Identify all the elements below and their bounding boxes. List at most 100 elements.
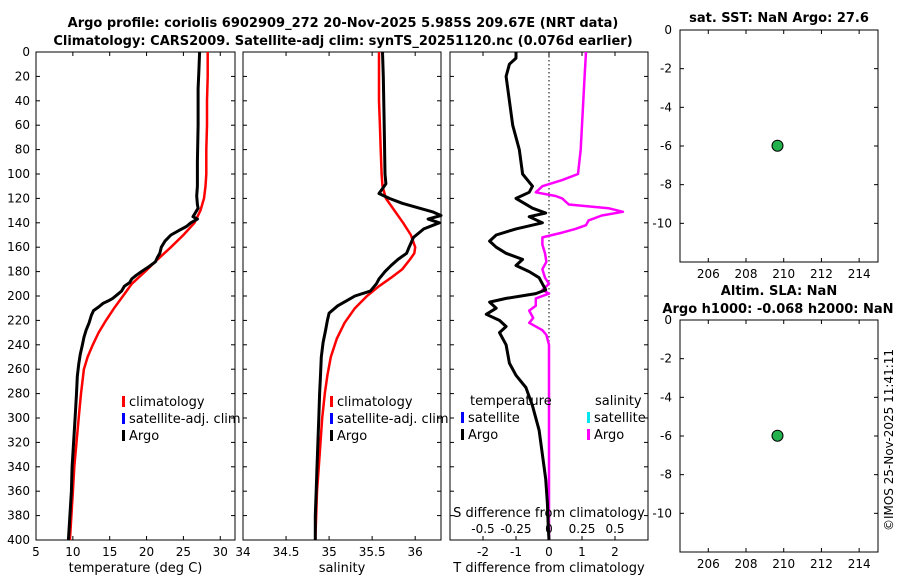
y-tick-label: -6 xyxy=(660,429,672,443)
x-tick-label: 35.5 xyxy=(359,545,386,559)
x-tick-label: 36 xyxy=(408,545,423,559)
legend-swatch xyxy=(461,429,464,440)
x-tick-label: 208 xyxy=(735,267,758,281)
difference-panel: -2 -1 0 1 2 T difference from climatology S di… xyxy=(449,51,649,576)
y-tick-label: 60 xyxy=(15,118,30,132)
legend-label: climatology xyxy=(337,395,413,410)
y-tick-label: 340 xyxy=(7,460,30,474)
y-tick-label: 320 xyxy=(7,435,30,449)
x-tick-label: 206 xyxy=(697,557,720,571)
y-tick-label: -2 xyxy=(660,62,672,76)
x-tick-label: -2 xyxy=(477,545,489,559)
legend-title-salinity: salinity xyxy=(595,394,642,409)
s-tick-label: -0.25 xyxy=(500,522,531,536)
legend-label: satellite-adj. clim xyxy=(129,412,241,427)
legend-swatch xyxy=(122,430,125,441)
argo-line xyxy=(313,51,443,540)
x-tick-label: 25 xyxy=(176,545,191,559)
legend-label: satellite xyxy=(594,411,646,426)
salinity-panel: 34 34.5 35 35.5 36 salinity climatology satelli… xyxy=(235,51,449,576)
salinity-diff-label: S difference from climatology xyxy=(453,506,645,521)
s-tick-label: -0.5 xyxy=(471,522,494,536)
y-tick-label: 160 xyxy=(7,240,30,254)
y-tick-label: -10 xyxy=(652,216,672,230)
x-tick-label: 15 xyxy=(102,545,117,559)
legend-swatch xyxy=(330,396,333,407)
legend-label: satellite-adj. clim xyxy=(337,412,449,427)
imos-timestamp: ©IMOS 25-Nov-2025 11:41:11 xyxy=(882,349,896,531)
legend-label: Argo xyxy=(129,429,159,444)
y-tick-label: 0 xyxy=(22,45,30,59)
x-tick-label: 212 xyxy=(810,557,833,571)
y-tick-label: -8 xyxy=(660,178,672,192)
x-tick-label: 206 xyxy=(697,267,720,281)
y-tick-label: 400 xyxy=(7,533,30,547)
s-tick-label: 0.25 xyxy=(569,522,596,536)
legend-swatch xyxy=(461,412,464,423)
x-tick-label: 210 xyxy=(772,557,795,571)
y-tick-label: 180 xyxy=(7,265,30,279)
x-tick-label: 214 xyxy=(848,267,871,281)
y-tick-label: -4 xyxy=(660,100,672,114)
x-axis-label: T difference from climatology xyxy=(452,561,645,576)
sla-panel: 206 208 210 212 214 0 -2 -4 -6 -8 -10 Altim. SLA: N… xyxy=(652,284,893,571)
legend-swatch xyxy=(122,396,125,407)
x-axis-label: temperature (deg C) xyxy=(69,561,203,576)
x-tick-label: 0 xyxy=(545,545,553,559)
legend-swatch xyxy=(330,413,333,424)
y-tick-label: 220 xyxy=(7,313,30,327)
y-tick-label: 380 xyxy=(7,509,30,523)
temperature-panel: 5 10 15 20 25 3002040608010012014016018020022… xyxy=(7,45,241,576)
y-tick-label: -6 xyxy=(660,139,672,153)
legend-swatch xyxy=(122,413,125,424)
figure-title-line1: Argo profile: coriolis 6902909_272 20-No… xyxy=(68,16,619,31)
sla-title-line1: Altim. SLA: NaN xyxy=(721,284,837,299)
axes-frame xyxy=(242,51,442,541)
y-tick-label: 360 xyxy=(7,484,30,498)
y-tick-label: 260 xyxy=(7,362,30,376)
y-tick-label: 240 xyxy=(7,338,30,352)
y-tick-label: -2 xyxy=(660,352,672,366)
x-tick-label: 34.5 xyxy=(273,545,300,559)
legend-label: Argo xyxy=(468,428,498,443)
x-tick-label: 35 xyxy=(321,545,336,559)
legend-label: satellite xyxy=(468,411,520,426)
x-tick-label: 1 xyxy=(578,545,586,559)
x-tick-label: 30 xyxy=(213,545,228,559)
s-tick-label: 0 xyxy=(545,522,553,536)
x-tick-label: 212 xyxy=(810,267,833,281)
x-axis-label: salinity xyxy=(319,561,366,576)
y-tick-label: 280 xyxy=(7,387,30,401)
y-tick-label: -10 xyxy=(652,506,672,520)
y-tick-label: 140 xyxy=(7,216,30,230)
legend-label: Argo xyxy=(337,429,367,444)
y-tick-label: 0 xyxy=(664,23,672,37)
y-tick-label: 20 xyxy=(15,69,30,83)
legend-label: climatology xyxy=(129,395,205,410)
x-tick-label: 210 xyxy=(772,267,795,281)
y-tick-label: 0 xyxy=(664,313,672,327)
x-tick-label: 5 xyxy=(32,545,40,559)
y-tick-label: 40 xyxy=(15,94,30,108)
x-tick-label: 208 xyxy=(735,557,758,571)
legend-swatch xyxy=(587,429,590,440)
y-tick-label: 300 xyxy=(7,411,30,425)
x-tick-label: 20 xyxy=(139,545,154,559)
sla-title-line2: Argo h1000: -0.068 h2000: NaN xyxy=(662,302,893,317)
legend-swatch xyxy=(330,430,333,441)
x-tick-label: 10 xyxy=(65,545,80,559)
climatology-line xyxy=(68,52,209,541)
float-location-marker xyxy=(771,429,784,442)
legend-label: Argo xyxy=(594,428,624,443)
x-tick-label: 214 xyxy=(848,557,871,571)
argo-line xyxy=(66,51,202,541)
y-tick-label: 120 xyxy=(7,191,30,205)
axes-frame xyxy=(35,51,236,541)
float-location-marker xyxy=(771,139,784,152)
figure-title-line2: Climatology: CARS2009. Satellite-adj cli… xyxy=(53,34,632,49)
sst-title: sat. SST: NaN Argo: 27.6 xyxy=(689,11,869,26)
x-tick-label: -1 xyxy=(510,545,522,559)
y-tick-label: 80 xyxy=(15,143,30,157)
legend-title-temperature: temperature xyxy=(470,394,552,409)
